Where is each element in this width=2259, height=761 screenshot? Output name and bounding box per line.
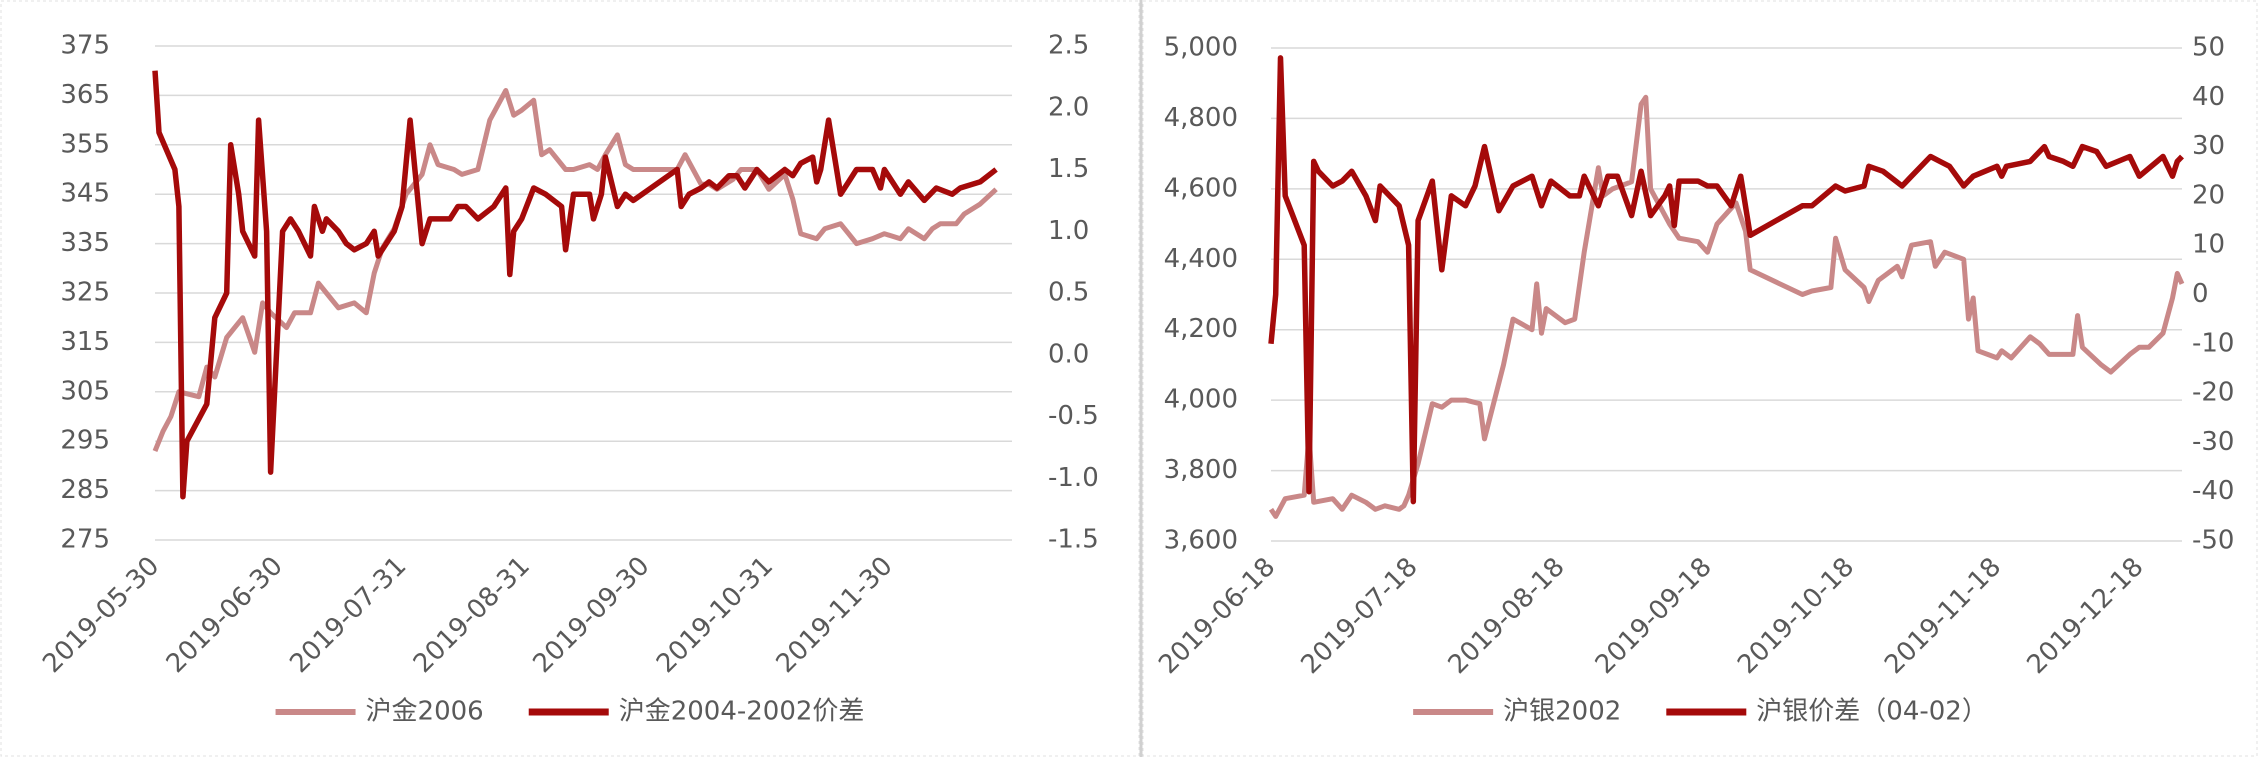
x-tick-label: 2019-12-18 [2021,552,2149,680]
y2-tick-label: 40 [2192,82,2225,112]
legend-label: 沪金2006 [366,697,484,727]
y-tick-label: 4,000 [1164,385,1238,415]
series-line [1268,94,2185,519]
series-line [152,70,998,500]
x-tick-label: 2019-06-30 [161,551,289,679]
series-line [1268,55,2184,505]
y-tick-label: 285 [60,475,110,505]
y-tick-label: 325 [60,278,110,308]
x-tick-label: 2019-07-31 [284,551,412,679]
y2-tick-label: 1.0 [1048,216,1089,246]
y2-tick-label: -20 [2192,378,2234,408]
y2-tick-label: 1.5 [1048,154,1089,184]
x-tick-label: 2019-11-30 [771,551,899,679]
legend-label: 沪金2004-2002价差 [619,697,865,727]
y2-tick-label: -40 [2192,476,2234,506]
y2-tick-label: 20 [2192,180,2225,210]
y2-tick-label: -1.0 [1048,463,1099,493]
y-tick-label: 4,400 [1164,244,1238,274]
y2-tick-label: -10 [2192,328,2234,358]
x-tick-label: 2019-11-18 [1879,552,2007,680]
x-tick-label: 2019-07-18 [1296,552,1424,680]
x-tick-label: 2019-10-31 [651,551,779,679]
x-tick-label: 2019-09-18 [1590,552,1718,680]
y-tick-label: 5,000 [1164,33,1238,63]
y2-tick-label: 50 [2192,33,2225,63]
x-tick-label: 2019-09-30 [527,551,655,679]
series-line [152,88,998,453]
panel-border [0,0,1140,757]
y-tick-label: 335 [60,228,110,258]
y-tick-label: 305 [60,376,110,406]
y2-tick-label: 0 [2192,279,2209,309]
y-tick-label: 295 [60,426,110,456]
y2-tick-label: 2.5 [1048,31,1089,61]
y-tick-label: 4,600 [1164,173,1238,203]
y-tick-label: 355 [60,129,110,159]
x-tick-label: 2019-06-18 [1153,552,1281,680]
y2-tick-label: 0.5 [1048,278,1089,308]
y2-tick-label: 30 [2192,131,2225,161]
y-tick-label: 275 [60,525,110,555]
x-tick-label: 2019-08-31 [408,551,536,679]
y-tick-label: 345 [60,179,110,209]
x-tick-label: 2019-08-18 [1443,552,1571,680]
y2-tick-label: -1.5 [1048,525,1099,555]
y-tick-label: 4,200 [1164,314,1238,344]
y2-tick-label: -0.5 [1048,401,1099,431]
y-tick-label: 315 [60,327,110,357]
y2-tick-label: -50 [2192,526,2234,556]
y2-tick-label: 0.0 [1048,339,1089,369]
y2-tick-label: 2.0 [1048,92,1089,122]
y2-tick-label: 10 [2192,230,2225,260]
y-tick-label: 3,600 [1164,526,1238,556]
panel-border [1142,0,2258,757]
legend-label: 沪银2002 [1503,697,1621,727]
y-tick-label: 365 [60,80,110,110]
legend-label: 沪银价差（04-02） [1756,697,1988,727]
y-tick-label: 4,800 [1164,103,1238,133]
y-tick-label: 375 [60,31,110,61]
y2-tick-label: -30 [2192,427,2234,457]
x-tick-label: 2019-05-30 [37,551,165,679]
y-tick-label: 3,800 [1164,455,1238,485]
x-tick-label: 2019-10-18 [1732,552,1860,680]
